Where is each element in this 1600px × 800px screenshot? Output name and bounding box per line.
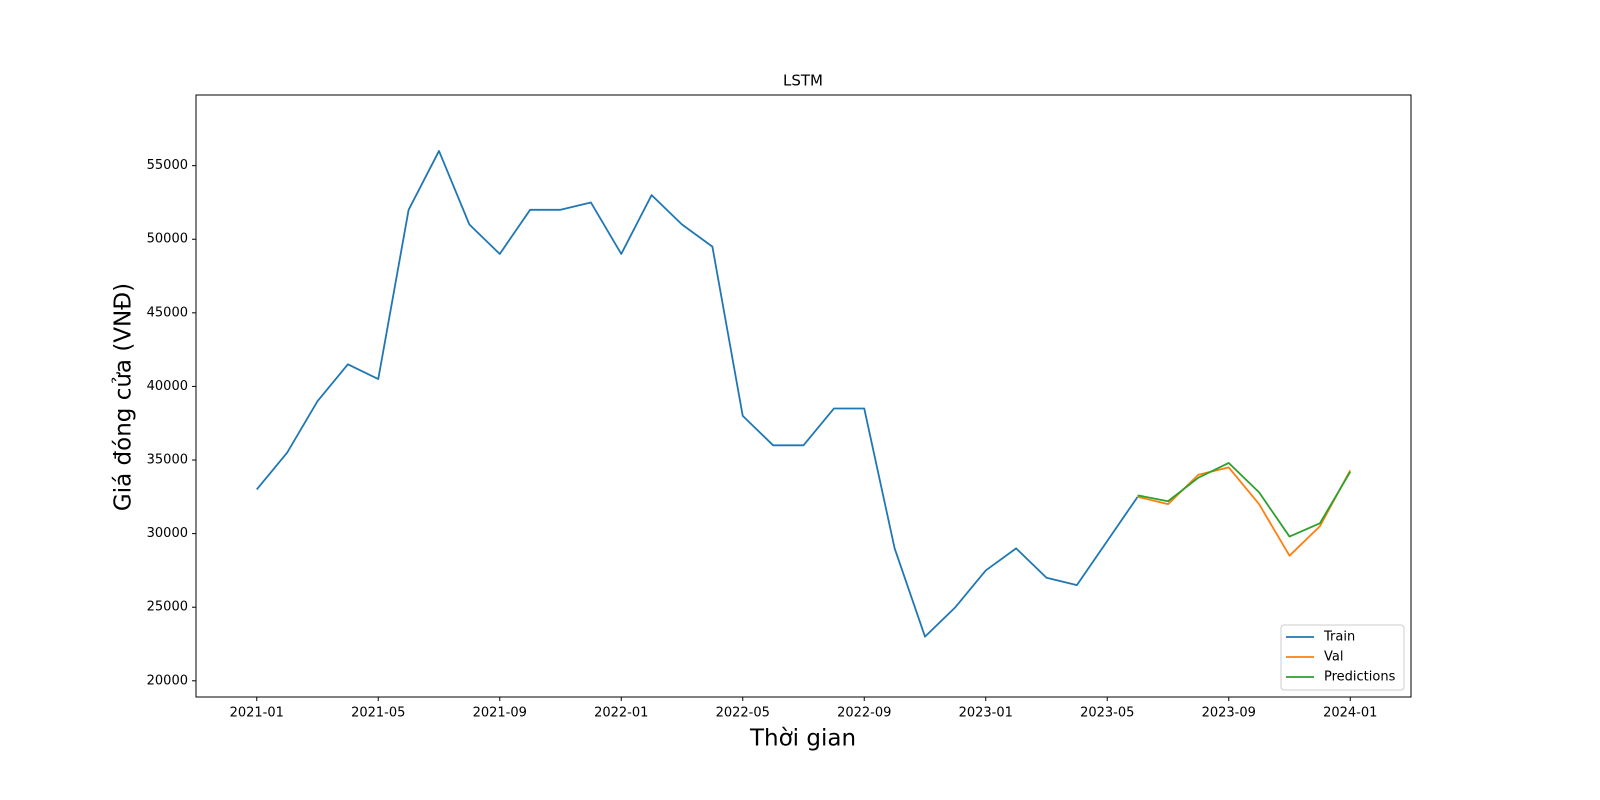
x-tick-label: 2022-05 — [716, 706, 770, 721]
x-tick-label: 2023-05 — [1080, 706, 1134, 721]
legend-label: Train — [1323, 630, 1355, 645]
y-tick-label: 30000 — [147, 526, 188, 541]
plot-frame — [195, 94, 1412, 698]
x-tick-label: 2024-01 — [1323, 706, 1377, 721]
series-line — [256, 150, 1139, 638]
series-line — [1137, 462, 1352, 538]
x-tick-label: 2023-01 — [959, 706, 1013, 721]
x-tick-label: 2022-09 — [837, 706, 891, 721]
x-tick-label: 2021-05 — [351, 706, 405, 721]
legend-label: Predictions — [1324, 670, 1396, 685]
y-axis-label: Giá đóng cửa (VNĐ) — [111, 283, 137, 511]
y-tick-label: 55000 — [147, 158, 188, 173]
x-tick-label: 2023-09 — [1202, 706, 1256, 721]
y-tick-label: 25000 — [147, 600, 188, 615]
chart-title: LSTM — [783, 72, 823, 90]
y-tick-label: 50000 — [147, 232, 188, 247]
y-tick-label: 40000 — [147, 379, 188, 394]
y-tick-label: 20000 — [147, 673, 188, 688]
legend-label: Val — [1324, 650, 1343, 665]
x-axis-label: Thời gian — [749, 726, 856, 752]
legend-box — [1280, 624, 1405, 691]
series-line — [1137, 466, 1352, 557]
x-tick-label: 2021-09 — [473, 706, 527, 721]
y-tick-label: 35000 — [147, 453, 188, 468]
x-tick-label: 2021-01 — [230, 706, 284, 721]
y-tick-label: 45000 — [147, 305, 188, 320]
x-tick-label: 2022-01 — [594, 706, 648, 721]
